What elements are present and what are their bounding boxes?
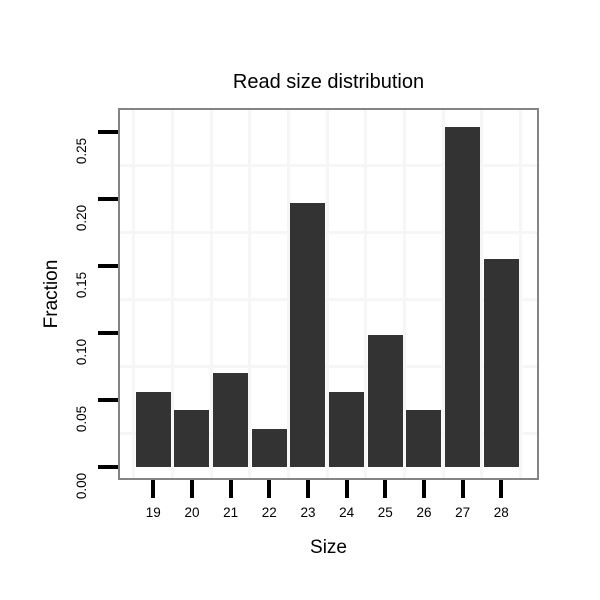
minor-gridline-vertical: [171, 110, 175, 478]
bar-24: [329, 392, 365, 467]
x-tick-26: [421, 480, 426, 498]
y-tick-label-0.25: 0.25: [74, 137, 89, 165]
x-tick-20: [189, 480, 194, 498]
bar-22: [251, 429, 287, 467]
x-tick-21: [228, 480, 233, 498]
x-tick-27: [460, 480, 465, 498]
chart-title: Read size distribution: [232, 71, 425, 93]
y-tick-0.20: [98, 197, 118, 201]
y-tick-0.25: [98, 130, 118, 134]
minor-gridline-vertical: [441, 110, 445, 478]
x-tick-22: [267, 480, 272, 498]
x-tick-label-26: 26: [416, 505, 432, 520]
y-tick-label-0.05: 0.05: [74, 405, 89, 433]
x-tick-28: [499, 480, 504, 498]
y-axis-label: Fraction: [41, 259, 62, 329]
y-tick-0.15: [98, 264, 118, 268]
x-tick-19: [151, 480, 156, 498]
x-tick-23: [305, 480, 310, 498]
x-tick-label-28: 28: [493, 505, 509, 520]
bar-26: [406, 410, 442, 467]
y-tick-label-0.15: 0.15: [74, 271, 89, 299]
plot-panel: [118, 108, 539, 480]
y-tick-0.05: [98, 398, 118, 402]
bar-25: [367, 335, 403, 467]
x-tick-label-25: 25: [377, 505, 393, 520]
y-tick-label-0.00: 0.00: [74, 472, 89, 500]
x-tick-label-22: 22: [261, 505, 277, 520]
x-tick-label-20: 20: [184, 505, 200, 520]
x-tick-label-24: 24: [339, 505, 355, 520]
x-tick-25: [383, 480, 388, 498]
x-tick-label-19: 19: [145, 505, 161, 520]
minor-gridline-vertical: [209, 110, 213, 478]
minor-gridline-vertical: [287, 110, 291, 478]
bar-19: [135, 392, 171, 467]
x-axis-label: Size: [310, 537, 347, 558]
minor-gridline-vertical: [519, 110, 523, 478]
minor-gridline-vertical: [364, 110, 368, 478]
y-tick-0.10: [98, 331, 118, 335]
y-tick-label-0.20: 0.20: [74, 204, 89, 232]
x-tick-label-27: 27: [455, 505, 471, 520]
plot-area: [120, 110, 537, 478]
minor-gridline-vertical: [248, 110, 252, 478]
x-tick-label-23: 23: [300, 505, 316, 520]
x-tick-24: [344, 480, 349, 498]
bar-20: [174, 410, 210, 467]
minor-gridline-vertical: [403, 110, 407, 478]
bar-21: [213, 373, 249, 467]
minor-gridline-vertical: [325, 110, 329, 478]
bar-28: [483, 259, 519, 467]
bar-27: [445, 127, 481, 467]
x-tick-label-21: 21: [223, 505, 239, 520]
bar-23: [290, 203, 326, 467]
y-tick-0.00: [98, 465, 118, 469]
minor-gridline-vertical: [132, 110, 136, 478]
y-tick-label-0.10: 0.10: [74, 338, 89, 366]
minor-gridline-vertical: [480, 110, 484, 478]
